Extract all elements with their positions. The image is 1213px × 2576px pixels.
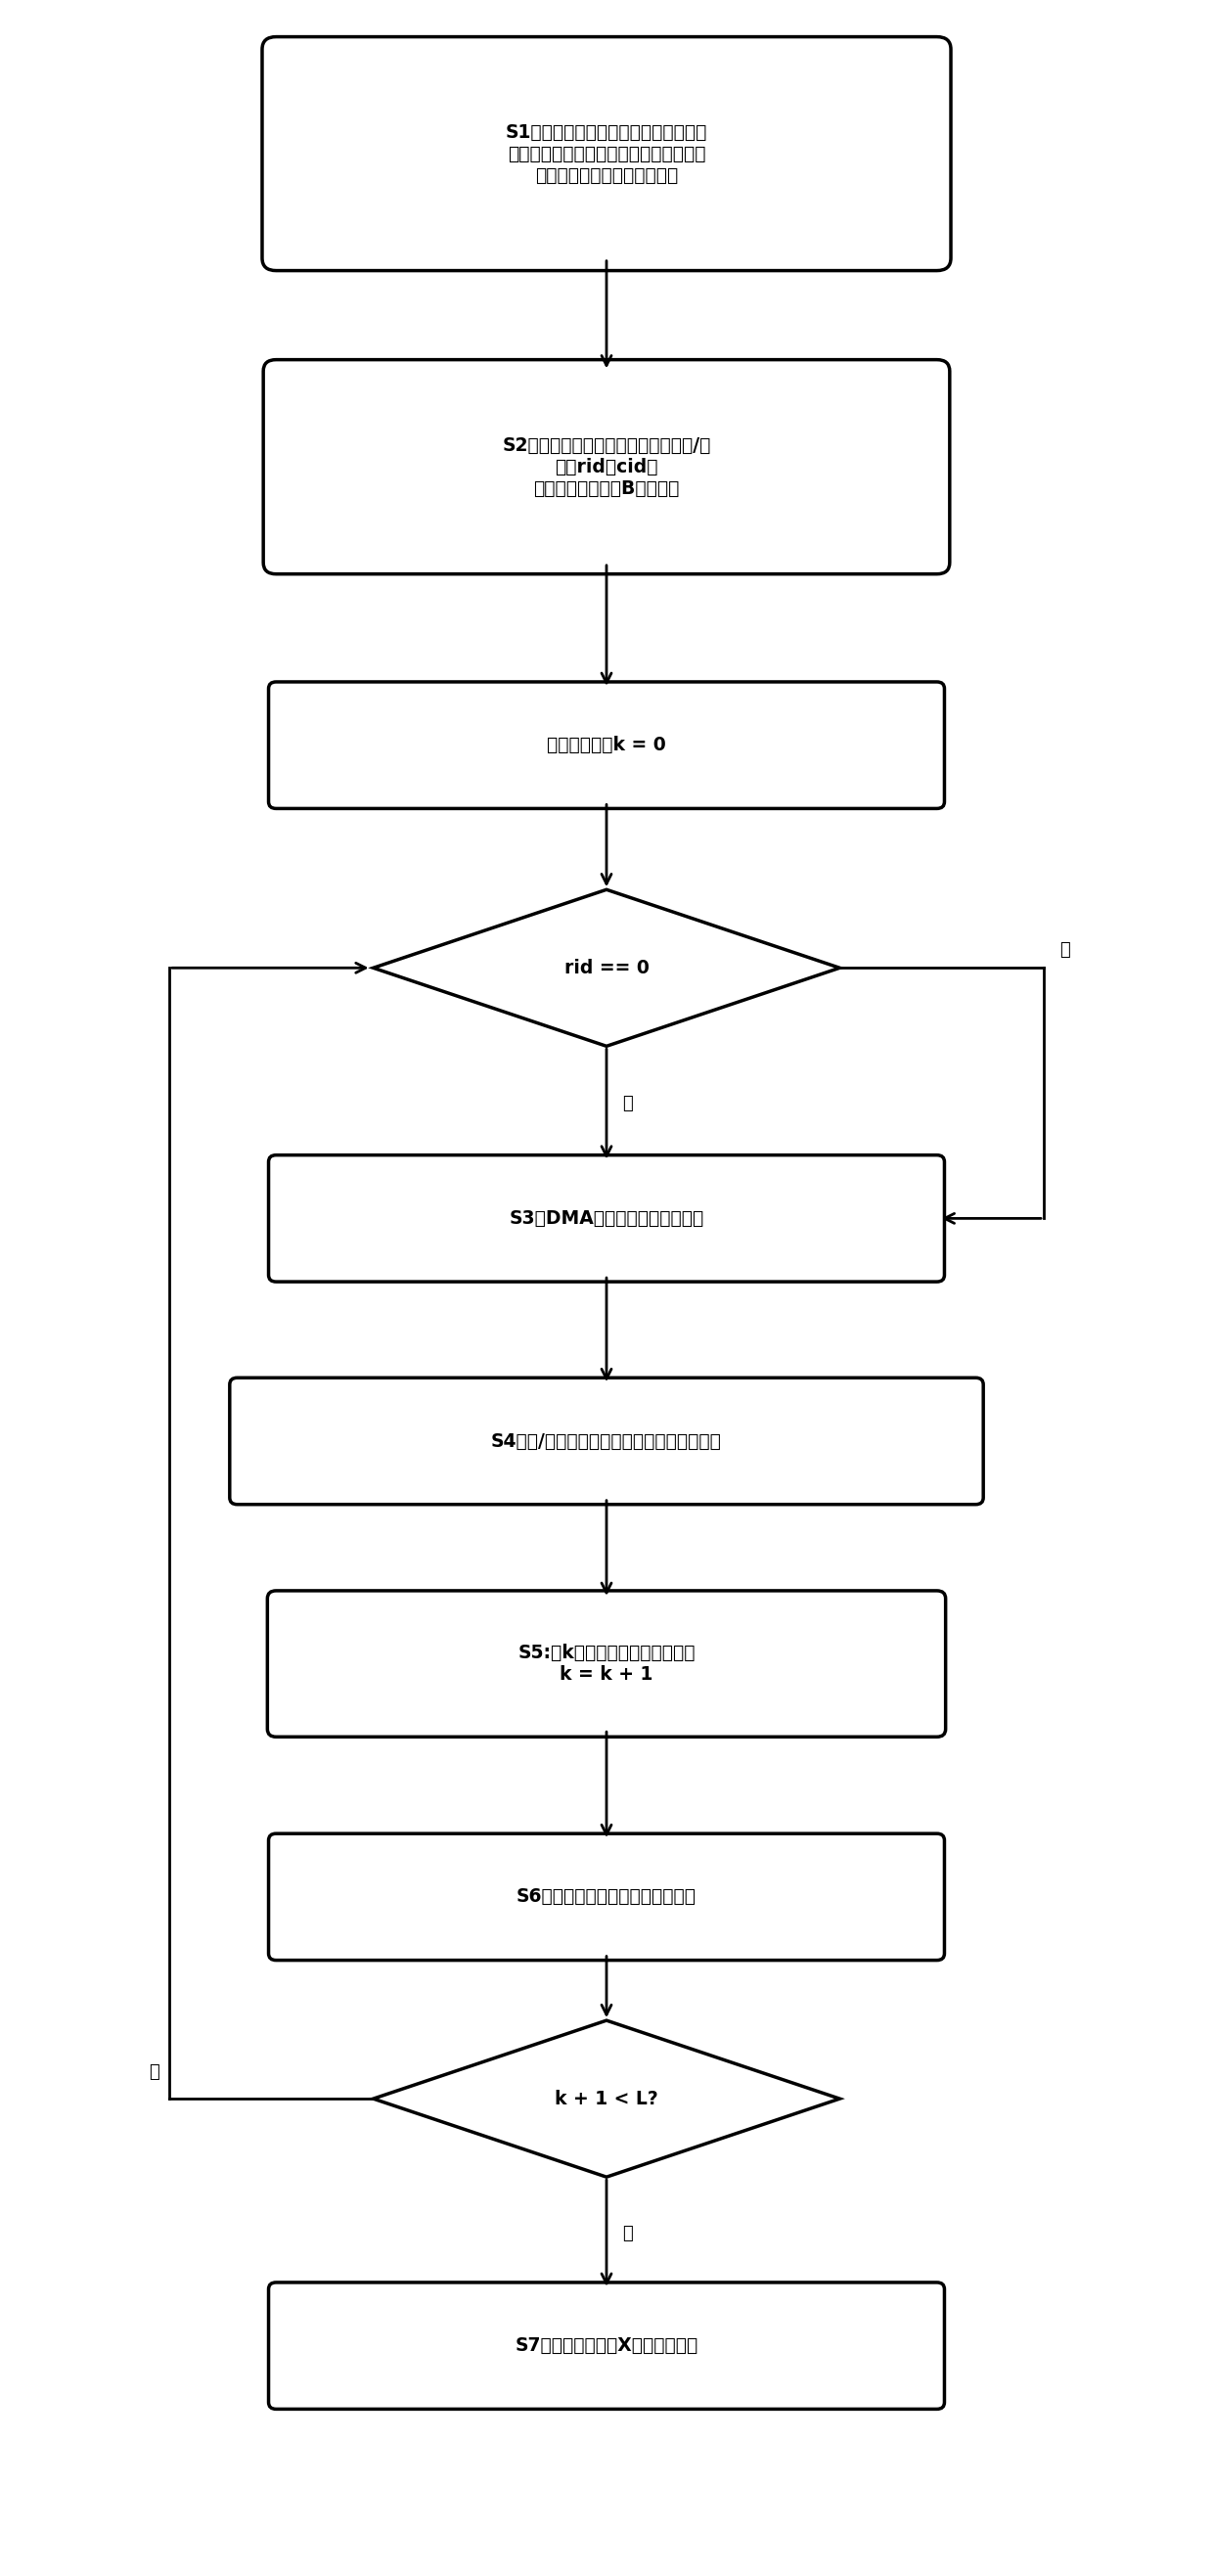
- FancyBboxPatch shape: [268, 683, 945, 809]
- Text: S7：将完成计算的X数据写入内存: S7：将完成计算的X数据写入内存: [514, 2336, 699, 2354]
- Polygon shape: [374, 889, 839, 1046]
- Text: 当前计算高度k = 0: 当前计算高度k = 0: [547, 737, 666, 755]
- Text: S6：将计算完成的数据发送给邻居: S6：将计算完成的数据发送给邻居: [517, 1888, 696, 1906]
- FancyBboxPatch shape: [229, 1378, 984, 1504]
- Text: S3：DMA方式获取部分依赖数据: S3：DMA方式获取部分依赖数据: [509, 1208, 704, 1229]
- FancyBboxPatch shape: [268, 2282, 945, 2409]
- Text: S5:对k高度的元素进行求解运算
k = k + 1: S5:对k高度的元素进行求解运算 k = k + 1: [518, 1643, 695, 1685]
- Text: S4：行/列通信方式得到部分或全部依赖数据: S4：行/列通信方式得到部分或全部依赖数据: [491, 1432, 722, 1450]
- Text: rid == 0: rid == 0: [564, 958, 649, 976]
- Text: k + 1 < L?: k + 1 < L?: [554, 2089, 659, 2107]
- Text: S2：每个处理器初始化计算自身的行/列
编号rid和cid，
开辟缓冲区，并将B向量读入: S2：每个处理器初始化计算自身的行/列 编号rid和cid， 开辟缓冲区，并将B…: [502, 435, 711, 497]
- Text: S1：将输入网格划分成多个子块，进行
对角划分，根据对角划分的结果，处理器
阵列遍历每一个子块进行计算: S1：将输入网格划分成多个子块，进行 对角划分，根据对角划分的结果，处理器 阵列…: [506, 124, 707, 185]
- FancyBboxPatch shape: [267, 1592, 946, 1736]
- Text: 否: 否: [149, 2063, 160, 2081]
- Text: 否: 否: [1059, 943, 1070, 958]
- FancyBboxPatch shape: [262, 36, 951, 270]
- FancyBboxPatch shape: [268, 1834, 945, 1960]
- Text: 是: 是: [622, 1095, 632, 1113]
- FancyBboxPatch shape: [268, 1154, 945, 1283]
- Polygon shape: [374, 2020, 839, 2177]
- Text: 是: 是: [622, 2223, 632, 2241]
- FancyBboxPatch shape: [263, 361, 950, 574]
